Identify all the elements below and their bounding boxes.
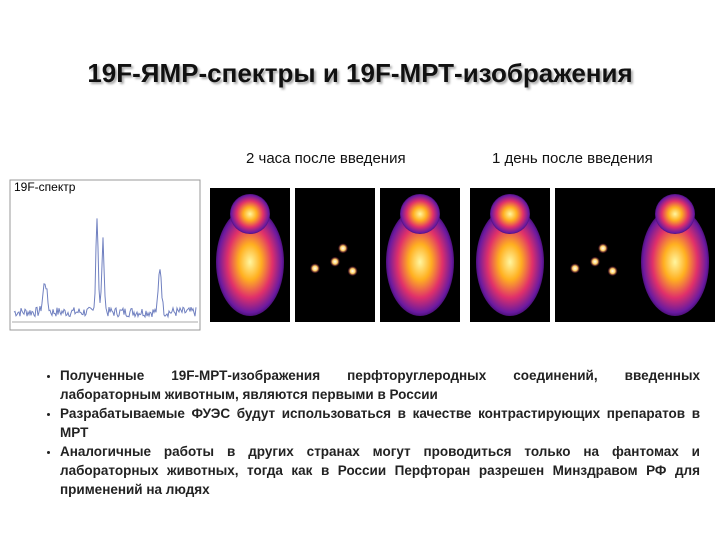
mri-body <box>476 208 544 316</box>
bullet: Разрабатываемые ФУЭС будут использоватьс… <box>60 404 700 442</box>
spectrum-frame <box>9 179 201 331</box>
mri-head <box>400 194 440 234</box>
bullet: Полученные 19F-МРТ-изображения перфторуг… <box>60 366 700 404</box>
mri-body <box>216 208 284 316</box>
mri-spot <box>310 263 320 274</box>
bullet-list: Полученные 19F-МРТ-изображения перфторуг… <box>36 366 700 499</box>
mri-spot <box>598 243 608 254</box>
bullet: Аналогичные работы в других странах могу… <box>60 442 700 499</box>
caption: 2 часа после введения <box>246 150 406 167</box>
mri-background <box>295 188 375 322</box>
spectrum <box>12 218 198 323</box>
mri-spot <box>347 266 358 277</box>
mri-background <box>555 188 635 322</box>
mri-spot <box>338 243 348 254</box>
mri-body <box>641 208 709 316</box>
spectrum-line <box>13 218 197 319</box>
mri-spot <box>330 256 340 267</box>
mri-panel <box>635 188 715 322</box>
caption: 1 день после введения <box>492 150 653 167</box>
mri-panel <box>555 188 635 322</box>
mri-head <box>655 194 695 234</box>
mri-spot <box>607 266 618 277</box>
mri-head <box>490 194 530 234</box>
slide-title: 19F-ЯМР-спектры и 19F-МРТ-изображения <box>87 58 633 88</box>
mri-body <box>386 208 454 316</box>
figures <box>9 179 715 331</box>
mri-panel <box>210 188 290 322</box>
mri-spot <box>570 263 580 274</box>
mri-panel <box>295 188 375 322</box>
mri-head <box>230 194 270 234</box>
mri-images <box>210 188 715 322</box>
spectrum-label: 19F-спектр <box>14 180 76 194</box>
mri-panel <box>380 188 460 322</box>
mri-panel <box>470 188 550 322</box>
mri-spot <box>590 256 600 267</box>
